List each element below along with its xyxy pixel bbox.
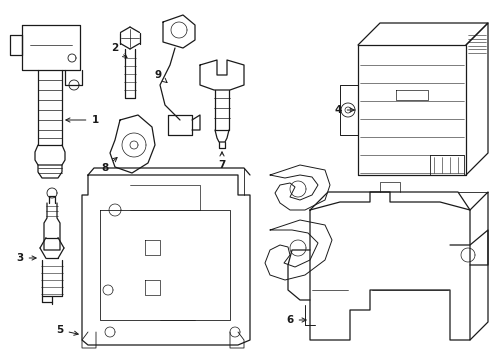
Text: 5: 5 — [56, 325, 78, 335]
Text: 9: 9 — [154, 70, 167, 82]
Text: 8: 8 — [101, 158, 117, 173]
Text: 7: 7 — [219, 152, 226, 170]
Text: 3: 3 — [16, 253, 36, 263]
Text: 4: 4 — [334, 105, 354, 115]
Text: 1: 1 — [66, 115, 98, 125]
Text: 6: 6 — [286, 315, 306, 325]
Text: 2: 2 — [111, 43, 127, 58]
